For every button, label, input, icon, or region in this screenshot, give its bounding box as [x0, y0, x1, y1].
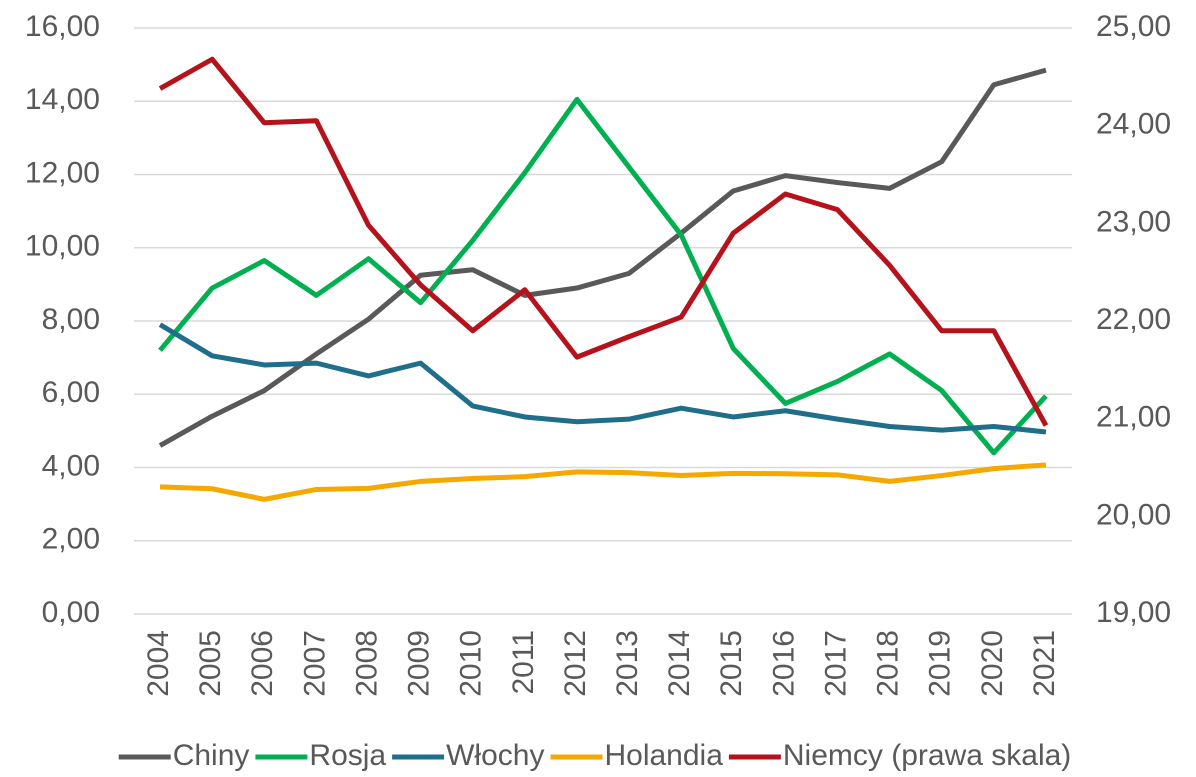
x-tick-label: 2010: [455, 630, 488, 697]
x-tick-label: 2009: [403, 630, 436, 697]
y2-tick-label: 21,00: [1096, 401, 1171, 434]
x-tick-label: 2016: [767, 630, 800, 697]
legend-label: Holandia: [604, 739, 723, 772]
y2-tick-label: 25,00: [1096, 10, 1171, 43]
x-tick-label: 2004: [142, 630, 175, 697]
y2-tick-label: 20,00: [1096, 498, 1171, 531]
x-tick-label: 2005: [194, 630, 227, 697]
y2-tick-label: 22,00: [1096, 303, 1171, 336]
legend-label: Rosja: [309, 739, 386, 772]
y2-tick-label: 24,00: [1096, 108, 1171, 141]
series-line: [158, 56, 1049, 427]
x-tick-label: 2012: [559, 630, 592, 697]
x-tick-label: 2013: [611, 630, 644, 697]
y-tick-label: 0,00: [42, 596, 100, 629]
y-tick-label: 4,00: [42, 449, 100, 482]
x-tick-label: 2008: [350, 630, 383, 697]
legend: Chiny Rosja Włochy Holandia Niemcy (prawa sk…: [118, 739, 1071, 772]
x-tick-label: 2020: [976, 630, 1009, 697]
y-tick-label: 8,00: [42, 303, 100, 336]
y-tick-label: 6,00: [42, 376, 100, 409]
x-tick-label: 2018: [872, 630, 905, 697]
legend-label: Niemcy (prawa skala): [783, 739, 1071, 772]
x-tick-label: 2015: [715, 630, 748, 697]
x-tick-label: 2017: [819, 630, 852, 697]
y2-tick-label: 23,00: [1096, 205, 1171, 238]
y-tick-label: 16,00: [25, 10, 100, 43]
x-tick-label: 2021: [1028, 630, 1061, 697]
x-tick-label: 2019: [924, 630, 957, 697]
y-tick-label: 12,00: [25, 156, 100, 189]
x-tick-label: 2006: [246, 630, 279, 697]
y-tick-label: 10,00: [25, 230, 100, 263]
series-line: [158, 322, 1047, 435]
x-tick-label: 2014: [663, 630, 696, 697]
legend-label: Chiny: [173, 739, 250, 772]
y-tick-label: 2,00: [42, 523, 100, 556]
x-tick-label: 2011: [507, 630, 540, 695]
y-tick-label: 14,00: [25, 83, 100, 116]
series-line: [158, 96, 1048, 456]
series-line: [159, 462, 1047, 502]
y2-tick-label: 19,00: [1096, 596, 1171, 629]
legend-label: Włochy: [446, 739, 544, 772]
series-line: [158, 67, 1047, 448]
x-tick-label: 2007: [298, 630, 331, 697]
